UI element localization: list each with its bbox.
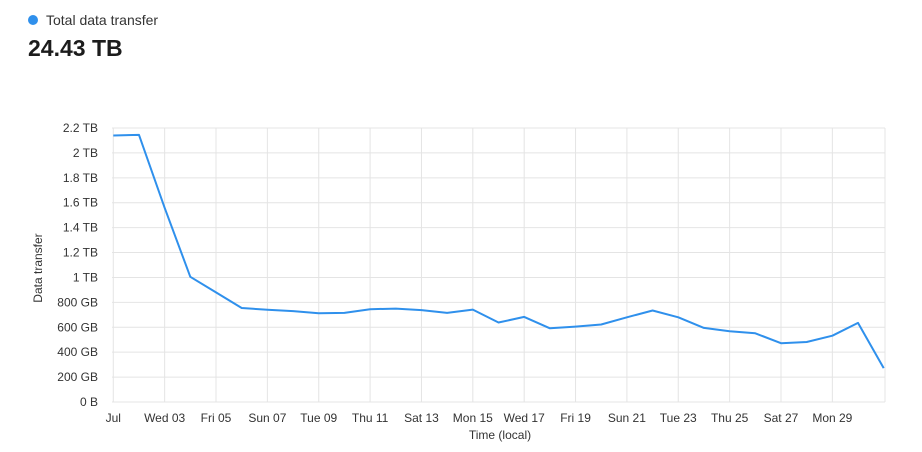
x-axis-title: Time (local) [469,428,531,442]
x-tick-label: Mon 29 [812,411,852,425]
y-tick-label: 1.2 TB [63,246,98,260]
y-tick-label: 1.4 TB [63,221,98,235]
y-tick-label: 1 TB [73,270,98,284]
x-tick-label: Sun 07 [248,411,286,425]
y-tick-label: 0 B [80,395,98,409]
x-tick-label: Thu 25 [711,411,749,425]
x-tick-label: Wed 03 [144,411,185,425]
series-line [113,133,885,369]
y-tick-label: 2.2 TB [63,121,98,135]
grid-vertical [112,128,886,402]
x-tick-label: Sun 21 [608,411,646,425]
series-layer [113,133,885,369]
x-tick-label: Mon 15 [453,411,493,425]
x-tick-label: Wed 17 [504,411,545,425]
y-axis-ticks: 0 B 200 GB 400 GB 600 GB 800 GB 1 TB 1.2 TB 1.4… [57,121,98,409]
x-axis-ticks: Jul Wed 03 Fri 05 Sun 07 Tue 09 Thu 11 Sat 13 M… [106,411,853,425]
legend-label: Total data transfer [46,12,159,28]
x-tick-label: Sat 27 [764,411,799,425]
x-tick-label: Tue 09 [300,411,337,425]
y-tick-label: 200 GB [57,370,98,384]
y-tick-label: 600 GB [57,320,98,334]
x-tick-label: Thu 11 [352,411,389,425]
x-tick-label: Fri 19 [560,411,591,425]
legend-color-dot [28,15,38,25]
x-tick-label: Jul [106,411,121,425]
y-tick-label: 400 GB [57,345,98,359]
y-tick-label: 1.8 TB [63,171,98,185]
y-tick-label: 1.6 TB [63,196,98,210]
y-axis-title: Data transfer [31,233,45,302]
chart-legend: Total data transfer [28,12,158,28]
y-tick-label: 2 TB [73,146,98,160]
x-tick-label: Fri 05 [201,411,232,425]
y-tick-label: 800 GB [57,295,98,309]
x-tick-label: Tue 23 [660,411,697,425]
total-value: 24.43 TB [28,35,123,61]
x-tick-label: Sat 13 [404,411,439,425]
grid-horizontal [112,127,885,403]
